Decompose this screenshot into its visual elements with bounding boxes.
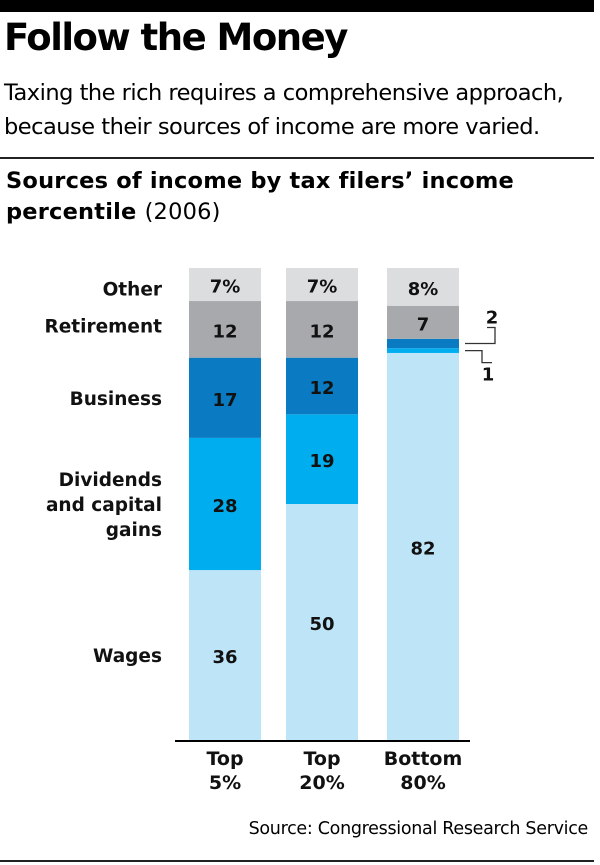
callout-line-dividends <box>465 349 492 364</box>
data-label-0-2: 82 <box>410 538 435 559</box>
chart-title: Sources of income by tax filers’ income … <box>6 166 591 228</box>
series-label-2: Business <box>70 389 162 410</box>
series-label-3: Retirement <box>45 316 163 337</box>
data-label-1-2: 1 <box>482 365 495 386</box>
data-label-4-2: 8% <box>408 279 439 300</box>
series-label-line: gains <box>106 520 162 541</box>
data-label-4-1: 7% <box>307 277 338 298</box>
callout-line-business <box>465 326 496 345</box>
chart-title-main: Sources of income by tax filers’ income … <box>6 168 515 225</box>
bar-segment-4-2 <box>387 268 459 306</box>
data-label-3-2: 7 <box>417 314 430 335</box>
category-label-line: Bottom <box>384 748 463 770</box>
series-label-line: Wages <box>93 646 162 667</box>
data-label-4-0: 7% <box>210 277 241 298</box>
data-label-3-1: 12 <box>309 321 334 342</box>
bar-segment-2-2 <box>387 338 459 349</box>
series-label-line: Business <box>70 389 162 410</box>
bar-segment-0-2 <box>387 352 459 740</box>
bar-segment-0-0 <box>189 570 261 740</box>
series-label-line: Retirement <box>45 316 163 337</box>
page-subtitle: Taxing the rich requires a comprehensive… <box>4 80 564 140</box>
category-label-line: Top <box>206 748 243 770</box>
bar-segment-2-0 <box>189 357 261 438</box>
footer-rule <box>0 860 594 862</box>
bar-segment-1-2 <box>387 348 459 353</box>
bar-segment-3-0 <box>189 301 261 358</box>
data-label-0-0: 36 <box>212 647 237 668</box>
series-label-1: Dividends and capital gains <box>46 470 162 541</box>
bar-segment-2-1 <box>286 357 358 415</box>
source-note: Source: Congressional Research Service <box>248 819 589 839</box>
bar-segment-3-2 <box>387 305 459 339</box>
category-label-1: Top 20% <box>299 748 344 794</box>
data-label-2-0: 17 <box>212 390 237 411</box>
bar-segment-1-1 <box>286 414 358 504</box>
series-label-0: Wages <box>93 646 162 667</box>
data-label-2-1: 12 <box>309 378 334 399</box>
series-label-line: Dividends <box>59 470 162 491</box>
data-label-3-0: 12 <box>212 321 237 342</box>
bar-segment-4-0 <box>189 268 261 302</box>
data-label-0-1: 50 <box>309 614 334 635</box>
page-title: Follow the Money <box>4 16 348 59</box>
category-label-line: 80% <box>400 772 445 794</box>
bar-segment-0-1 <box>286 504 358 740</box>
chart-title-year: (2006) <box>144 199 221 225</box>
bar-segment-3-1 <box>286 301 358 358</box>
bar-segment-1-0 <box>189 437 261 571</box>
series-label-4: Other <box>103 280 163 301</box>
series-label-line: Other <box>103 280 163 301</box>
bar-segment-4-1 <box>286 268 358 302</box>
category-label-line: Top <box>303 748 340 770</box>
category-label-2: Bottom 80% <box>384 748 463 794</box>
data-label-1-1: 19 <box>309 451 334 472</box>
header-divider <box>0 157 594 159</box>
data-label-1-0: 28 <box>212 496 237 517</box>
series-label-line: and capital <box>46 495 162 516</box>
category-label-0: Top 5% <box>206 748 243 794</box>
category-label-line: 5% <box>209 772 241 794</box>
top-rule <box>0 0 594 12</box>
data-label-2-2: 2 <box>486 308 499 329</box>
category-label-line: 20% <box>299 772 344 794</box>
